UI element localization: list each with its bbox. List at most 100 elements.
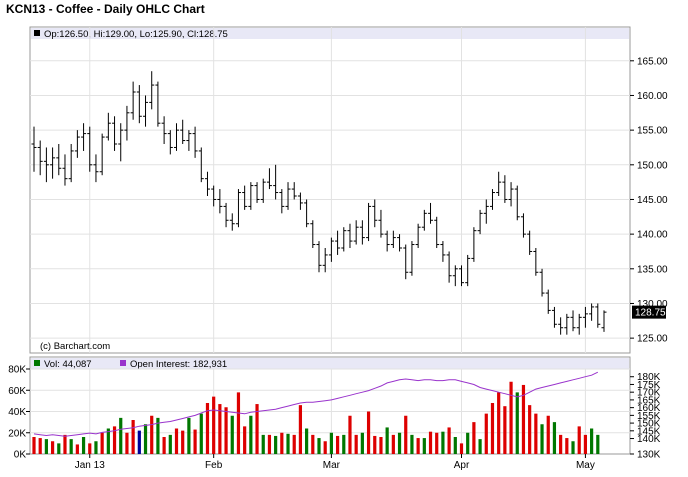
volume-bar	[38, 438, 42, 454]
ohlc-bar	[248, 182, 254, 210]
price-tick-label: 155.00	[637, 126, 668, 137]
ohlc-bar	[477, 209, 483, 235]
volume-bar	[459, 443, 464, 454]
ohlc-bar	[81, 123, 87, 151]
ohlc-bar	[440, 241, 446, 262]
volume-bar	[534, 413, 538, 454]
ohlc-bar	[273, 164, 279, 200]
oi-right-tick-label: 170K	[637, 388, 661, 399]
volume-bar	[478, 439, 482, 454]
ohlc-bar	[545, 289, 551, 314]
ohlc-bar	[551, 306, 557, 328]
volume-bar	[181, 430, 185, 454]
ohlc-bar	[136, 85, 142, 124]
ohlc-bar	[155, 81, 161, 127]
volume-bar	[528, 405, 532, 454]
ohlc-bar	[384, 230, 390, 252]
volume-bar	[193, 429, 197, 454]
volume-bar	[428, 431, 433, 454]
oi-right-tick-label: 140K	[637, 434, 661, 445]
volume-bar	[484, 413, 488, 454]
ohlc-bar	[496, 171, 502, 196]
ohlc-bar	[297, 192, 303, 210]
volume-legend: Vol: 44,087	[44, 359, 92, 370]
ohlc-bar	[310, 220, 316, 248]
ohlc-bar	[316, 241, 322, 273]
ohlc-bar	[595, 303, 601, 328]
volume-bar	[292, 434, 296, 454]
x-axis: Jan 13FebMarAprMayJun	[75, 454, 595, 471]
ohlc-bar	[161, 116, 167, 144]
ohlc-bar	[93, 154, 99, 183]
volume-bar	[466, 432, 470, 454]
volume-bar	[583, 434, 588, 454]
ohlc-bar	[56, 144, 62, 176]
oi-right-tick-label: 180K	[637, 372, 661, 383]
volume-bar	[323, 441, 327, 454]
oi-right-tick-label: 130K	[637, 450, 661, 461]
ohlc-bar	[37, 140, 43, 176]
open-interest-line	[33, 371, 599, 437]
ohlc-bar	[118, 123, 124, 162]
volume-bar	[174, 428, 179, 454]
ohlc-bar	[266, 168, 272, 190]
ohlc-bar	[204, 171, 210, 196]
volume-bar	[329, 432, 333, 454]
volume-bar	[447, 427, 451, 454]
ohlc-bar	[403, 244, 409, 280]
ohlc-bar	[186, 130, 192, 151]
x-tick-label: May	[576, 460, 595, 471]
volume-bar	[298, 405, 303, 454]
ohlc-bar	[105, 112, 111, 141]
ohlc-bar	[434, 216, 440, 248]
volume-bar	[131, 420, 135, 454]
volume-bar	[410, 434, 414, 454]
volume-bar	[267, 434, 272, 454]
price-tick-label: 130.00	[637, 299, 668, 310]
volume-bar	[311, 434, 315, 454]
oi-right-tick-label: 155K	[637, 411, 661, 422]
volume-left-tick-label: 20K	[8, 428, 26, 439]
volume-bar	[435, 432, 439, 454]
ohlc-bar	[217, 189, 223, 214]
ohlc-bar	[353, 220, 359, 245]
last-price-box	[632, 305, 666, 319]
price-y-axis: 125.00 130.00 135.00 140.00 145.00 150.00 155.…	[630, 56, 668, 345]
volume-bar	[218, 404, 222, 454]
ohlc-bar	[390, 230, 396, 248]
volume-bar	[63, 434, 67, 454]
price-tick-label: 150.00	[637, 160, 668, 171]
volume-bar	[366, 411, 371, 454]
ohlc-bar	[87, 126, 93, 172]
ohlc-bar	[198, 147, 204, 183]
ohlc-bar	[192, 126, 198, 158]
volume-bar	[397, 432, 402, 454]
oi-right-tick-label: 145K	[637, 426, 661, 437]
ohlc-bar	[254, 182, 260, 203]
volume-bar	[150, 415, 154, 454]
ohlc-bar	[291, 182, 297, 200]
oi-right-tick-label: 175K	[637, 380, 661, 391]
ohlc-bar	[471, 227, 477, 262]
ohlc-bar	[167, 130, 173, 155]
volume-bar	[521, 384, 526, 454]
oi-right-tick-label: 150K	[637, 419, 661, 430]
price-tick-label: 145.00	[637, 195, 668, 206]
x-tick-label: Jan 13	[75, 460, 105, 471]
volume-bar	[236, 392, 241, 454]
ohlc-bar	[304, 199, 310, 228]
volume-bar	[255, 404, 259, 454]
volume-bar	[94, 441, 98, 454]
oi-legend-swatch	[120, 360, 126, 366]
volume-bar	[373, 435, 377, 454]
volume-bar	[546, 415, 550, 454]
oi-right-tick-label: 160K	[637, 403, 661, 414]
ohlc-bar	[378, 209, 384, 238]
volume-bar	[50, 441, 55, 454]
ohlc-bar	[279, 189, 285, 214]
ohlc-bar	[452, 265, 458, 287]
ohlc-bar	[99, 133, 105, 176]
ohlc-bar	[235, 189, 241, 228]
volume-bar	[243, 426, 247, 454]
